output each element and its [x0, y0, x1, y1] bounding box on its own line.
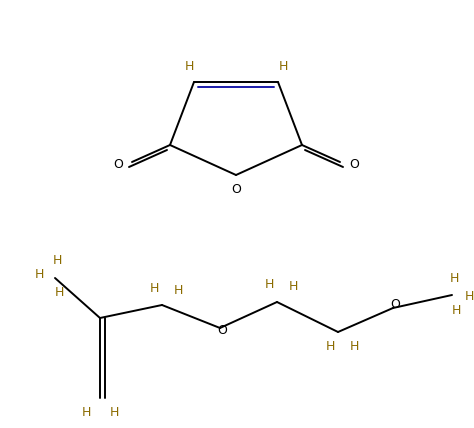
Text: H: H	[278, 59, 288, 72]
Text: O: O	[217, 324, 227, 336]
Text: O: O	[231, 182, 241, 196]
Text: H: H	[149, 282, 159, 294]
Text: H: H	[52, 255, 62, 268]
Text: H: H	[173, 283, 182, 297]
Text: H: H	[449, 271, 459, 285]
Text: O: O	[349, 158, 359, 170]
Text: H: H	[184, 59, 194, 72]
Text: H: H	[451, 304, 461, 318]
Text: H: H	[264, 279, 273, 291]
Text: H: H	[55, 285, 64, 298]
Text: H: H	[34, 268, 44, 282]
Text: O: O	[390, 298, 400, 312]
Text: H: H	[465, 291, 474, 303]
Text: H: H	[349, 341, 359, 354]
Text: H: H	[288, 280, 298, 294]
Text: H: H	[325, 341, 335, 354]
Text: O: O	[113, 158, 123, 170]
Text: H: H	[109, 405, 118, 419]
Text: H: H	[82, 405, 91, 419]
